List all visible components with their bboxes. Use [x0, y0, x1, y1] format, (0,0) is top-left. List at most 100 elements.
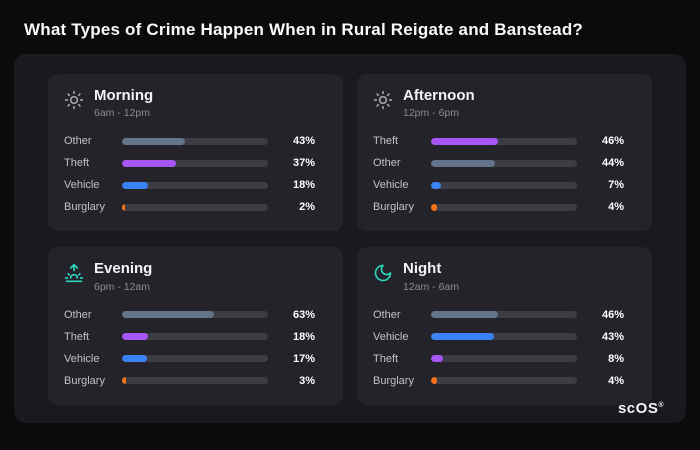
bar-row: Theft 18%	[64, 326, 315, 348]
category-label: Other	[64, 135, 92, 148]
bar-fill	[431, 333, 494, 340]
percent-label: 8%	[608, 352, 624, 365]
bar-fill	[431, 159, 496, 167]
registered-mark: ®	[658, 401, 664, 409]
percent-label: 44%	[601, 157, 624, 170]
bar-fill	[431, 203, 437, 211]
percent-label: 3%	[299, 374, 315, 387]
percent-label: 43%	[292, 135, 315, 148]
category-label: Burglary	[373, 201, 414, 214]
bar-row: Other 43%	[64, 130, 315, 152]
card-subtitle: 6am - 12pm	[94, 107, 151, 120]
bar-fill	[431, 311, 499, 318]
percent-label: 63%	[292, 308, 315, 321]
bar-track	[431, 355, 577, 362]
bar-row: Vehicle 17%	[64, 348, 315, 370]
card-title: Afternoon	[403, 87, 475, 104]
bar-fill	[122, 203, 125, 211]
sun-icon	[64, 90, 84, 110]
category-label: Theft	[64, 157, 90, 170]
category-label: Burglary	[373, 374, 414, 387]
bar-chart: Other 46% Vehicle 43% Theft 8%	[373, 304, 624, 392]
bar-track	[122, 181, 268, 189]
card-night: Night 12am - 6am Other 46% Vehicle 43%	[357, 247, 652, 405]
card-subtitle: 6pm - 12am	[94, 280, 151, 293]
category-label: Burglary	[64, 374, 105, 387]
sunset-icon	[64, 263, 84, 283]
card-title: Evening	[94, 260, 153, 278]
percent-label: 7%	[608, 179, 624, 192]
bar-fill	[122, 355, 147, 362]
card-title: Morning	[94, 87, 154, 104]
percent-label: 43%	[601, 330, 624, 343]
category-label: Other	[64, 308, 92, 321]
bar-fill	[431, 137, 499, 145]
category-label: Vehicle	[64, 179, 100, 192]
percent-label: 4%	[608, 201, 624, 214]
card-heading: Afternoon 12pm - 6pm	[403, 87, 475, 119]
category-label: Other	[373, 157, 401, 170]
bar-row: Other 46%	[373, 304, 624, 326]
bar-fill	[122, 377, 127, 384]
card-afternoon: Afternoon 12pm - 6pm Theft 46% Other 44%	[357, 74, 652, 232]
bar-track	[122, 377, 268, 384]
bar-track	[431, 377, 577, 384]
category-label: Theft	[373, 352, 399, 365]
card-title: Night	[403, 260, 442, 278]
bar-chart: Theft 46% Other 44% Vehicle 7%	[373, 130, 624, 218]
card-subtitle: 12pm - 6pm	[403, 107, 460, 120]
bar-fill	[122, 137, 185, 145]
bar-track	[122, 203, 268, 211]
bar-fill	[122, 311, 214, 318]
category-label: Vehicle	[373, 179, 409, 192]
brand-text: scOS	[617, 399, 659, 417]
bar-fill	[431, 181, 442, 189]
page-title: What Types of Crime Happen When in Rural…	[24, 20, 583, 39]
percent-label: 18%	[292, 179, 315, 192]
bar-fill	[122, 159, 177, 167]
card-heading: Evening 6pm - 12am	[94, 260, 152, 292]
bar-track	[431, 311, 577, 318]
bar-row: Theft 37%	[64, 152, 315, 174]
category-label: Theft	[373, 135, 399, 148]
bar-track	[431, 137, 577, 145]
bar-row: Burglary 4%	[373, 196, 624, 218]
percent-label: 18%	[292, 330, 315, 343]
bar-row: Theft 8%	[373, 348, 624, 370]
bar-fill	[122, 181, 149, 189]
bar-row: Burglary 4%	[373, 370, 624, 392]
bar-row: Other 63%	[64, 304, 315, 326]
brand-logo: scOS®	[618, 400, 664, 417]
bar-row: Burglary 2%	[64, 196, 315, 218]
bar-chart: Other 43% Theft 37% Vehicle 18%	[64, 130, 315, 218]
bar-track	[431, 159, 577, 167]
moon-icon	[373, 263, 393, 283]
bar-row: Theft 46%	[373, 130, 624, 152]
bar-fill	[122, 333, 149, 340]
bar-track	[122, 311, 268, 318]
cards-grid: Morning 6am - 12pm Other 43% Theft 37%	[48, 74, 652, 405]
bar-track	[431, 203, 577, 211]
card-evening: Evening 6pm - 12am Other 63% Theft 18%	[48, 247, 343, 405]
bar-fill	[431, 355, 443, 362]
percent-label: 37%	[292, 157, 315, 170]
card-morning: Morning 6am - 12pm Other 43% Theft 37%	[48, 74, 343, 232]
bar-track	[122, 355, 268, 362]
percent-label: 17%	[292, 352, 315, 365]
bar-row: Vehicle 7%	[373, 174, 624, 196]
card-subtitle: 12am - 6am	[403, 280, 460, 293]
bar-track	[431, 333, 577, 340]
bar-row: Other 44%	[373, 152, 624, 174]
card-heading: Morning 6am - 12pm	[94, 87, 153, 119]
category-label: Burglary	[64, 201, 105, 214]
bar-row: Vehicle 18%	[64, 174, 315, 196]
card-header: Night 12am - 6am	[373, 260, 624, 293]
bar-row: Burglary 3%	[64, 370, 315, 392]
card-header: Morning 6am - 12pm	[64, 87, 315, 119]
percent-label: 46%	[601, 308, 624, 321]
category-label: Vehicle	[373, 330, 409, 343]
dashboard-panel: Morning 6am - 12pm Other 43% Theft 37%	[14, 54, 686, 423]
bar-chart: Other 63% Theft 18% Vehicle 17%	[64, 304, 315, 392]
category-label: Theft	[64, 330, 90, 343]
bar-track	[122, 333, 268, 340]
